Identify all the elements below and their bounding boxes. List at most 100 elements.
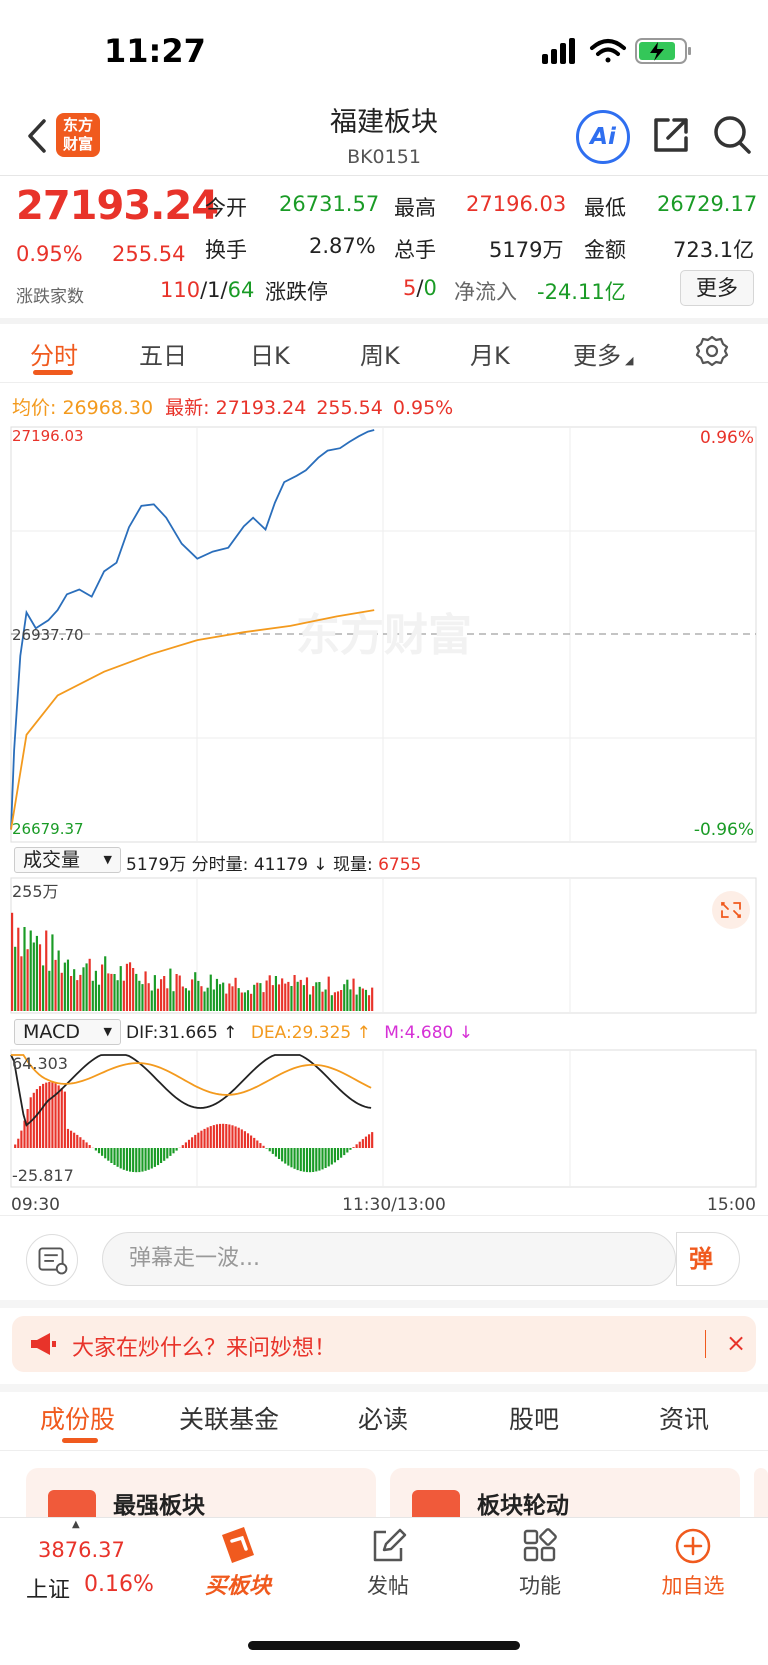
volume-bar	[79, 974, 82, 1011]
volume-bar	[187, 990, 191, 1011]
index-change-pct[interactable]: 0.16%	[84, 1572, 154, 1597]
macd-bar	[318, 1148, 321, 1171]
search-icon[interactable]	[712, 114, 752, 156]
change-amount: 255.54	[112, 242, 186, 266]
volume-legend: 5179万 分时量: 41179 ↓ 现量: 6755	[126, 855, 422, 875]
index-value[interactable]: 3876.37	[38, 1538, 125, 1562]
pct-max-label: 0.96%	[700, 428, 754, 448]
time-end: 15:00	[707, 1195, 756, 1215]
functions-icon[interactable]	[522, 1528, 558, 1564]
volume-bar	[132, 968, 135, 1011]
volume-bar	[166, 988, 169, 1011]
subtab-forum[interactable]: 股吧	[509, 1405, 560, 1434]
volume-indicator-select[interactable]: 成交量 ▼	[14, 847, 121, 873]
volume-bar	[160, 979, 163, 1011]
volume-bar	[253, 984, 256, 1011]
price-line	[10, 429, 375, 830]
back-icon[interactable]	[22, 116, 54, 156]
dea-line	[11, 1054, 372, 1096]
volume-bar	[144, 971, 147, 1011]
buy-sector-label[interactable]: 买板块	[204, 1574, 271, 1599]
macd-bar	[349, 1148, 352, 1150]
volume-bar	[240, 992, 243, 1011]
volume-bar	[271, 985, 274, 1011]
status-icons	[542, 38, 691, 64]
volume-bar	[309, 994, 312, 1011]
volume-bar	[203, 991, 206, 1011]
dif-value: DIF:31.665 ↑	[126, 1023, 238, 1043]
macd-bar	[330, 1148, 333, 1165]
gear-icon[interactable]	[695, 334, 729, 368]
volume-bar	[228, 983, 231, 1011]
volume-bar	[175, 974, 178, 1011]
macd-bar	[166, 1148, 169, 1159]
volume-bar	[135, 973, 138, 1011]
minute-volume-label: 分时量:	[191, 855, 249, 875]
macd-indicator-select[interactable]: MACD ▼	[14, 1019, 121, 1045]
volume-bar	[194, 972, 197, 1011]
volume-bar	[343, 984, 346, 1011]
more-button[interactable]: 更多	[680, 270, 754, 306]
tab-five-day[interactable]: 五日	[139, 342, 187, 370]
ai-assistant-button[interactable]: Ai	[576, 110, 630, 164]
subtab-related-funds[interactable]: 关联基金	[179, 1405, 280, 1434]
danmu-input[interactable]: 弹幕走一波...	[102, 1232, 676, 1286]
volume-bar	[119, 966, 122, 1011]
post-icon[interactable]	[370, 1528, 408, 1564]
functions-label[interactable]: 功能	[519, 1574, 561, 1598]
banner-text[interactable]: 大家在炒什么？来问妙想！	[72, 1336, 337, 1361]
tab-monthly-k[interactable]: 月K	[470, 342, 510, 370]
close-icon[interactable]: ×	[725, 1329, 747, 1357]
macd-bar	[175, 1148, 178, 1151]
macd-bar	[194, 1134, 197, 1148]
breadth-down: 64	[227, 278, 255, 302]
macd-bar	[343, 1148, 346, 1156]
volume-bar	[243, 992, 246, 1011]
stock-code: BK0151	[347, 146, 421, 168]
index-name[interactable]: 上证	[26, 1578, 71, 1603]
tab-more[interactable]: 更多 ◢	[573, 336, 633, 371]
subtab-news[interactable]: 资讯	[659, 1405, 710, 1434]
danmu-settings-icon[interactable]	[26, 1234, 78, 1286]
limit-values: 5/0	[403, 276, 437, 300]
latest-change: 255.54	[316, 397, 383, 419]
volume-bar	[358, 986, 361, 1011]
macd-bar	[60, 1088, 63, 1148]
dropdown-icon: ▼	[103, 853, 112, 866]
macd-bar	[107, 1148, 110, 1161]
macd-bar	[163, 1148, 166, 1161]
tab-daily-k[interactable]: 日K	[250, 342, 290, 370]
volume-bar	[88, 958, 91, 1011]
macd-bar	[48, 1082, 51, 1148]
status-time: 11:27	[104, 32, 206, 70]
intraday-chart-area[interactable]: 东方财富 27196.03 26679.37 26937.70 0.96% -0…	[0, 420, 768, 1220]
volume-bar	[66, 959, 70, 1011]
macd-bar	[262, 1145, 265, 1148]
macd-bar	[256, 1140, 259, 1148]
volume-bar	[101, 964, 104, 1011]
volume-bar	[23, 927, 26, 1011]
ask-banner[interactable]	[12, 1316, 756, 1372]
section-divider	[0, 1384, 768, 1392]
macd-bar	[181, 1145, 184, 1148]
subtab-must-read[interactable]: 必读	[358, 1405, 409, 1434]
volume-bar	[225, 993, 228, 1011]
minute-volume-value: 41179	[253, 855, 308, 875]
tab-weekly-k[interactable]: 周K	[360, 342, 400, 370]
volume-bar	[104, 956, 107, 1011]
share-icon[interactable]	[650, 114, 692, 156]
volume-bar	[172, 991, 175, 1011]
add-watchlist-icon[interactable]	[674, 1527, 712, 1565]
post-label[interactable]: 发帖	[367, 1574, 409, 1598]
add-watchlist-label[interactable]: 加自选	[661, 1574, 725, 1598]
volume-bar	[76, 980, 79, 1011]
volume-indicator-label: 成交量	[23, 849, 81, 871]
volume-bar	[38, 944, 42, 1011]
megaphone-icon	[31, 1333, 56, 1355]
buy-sector-icon[interactable]	[214, 1525, 260, 1567]
volume-bar	[122, 980, 125, 1011]
subtab-constituents[interactable]: 成份股	[40, 1405, 116, 1434]
tab-intraday[interactable]: 分时	[30, 342, 78, 370]
danmu-toggle-button[interactable]: 弹	[676, 1232, 740, 1286]
macd-bar	[122, 1148, 125, 1170]
